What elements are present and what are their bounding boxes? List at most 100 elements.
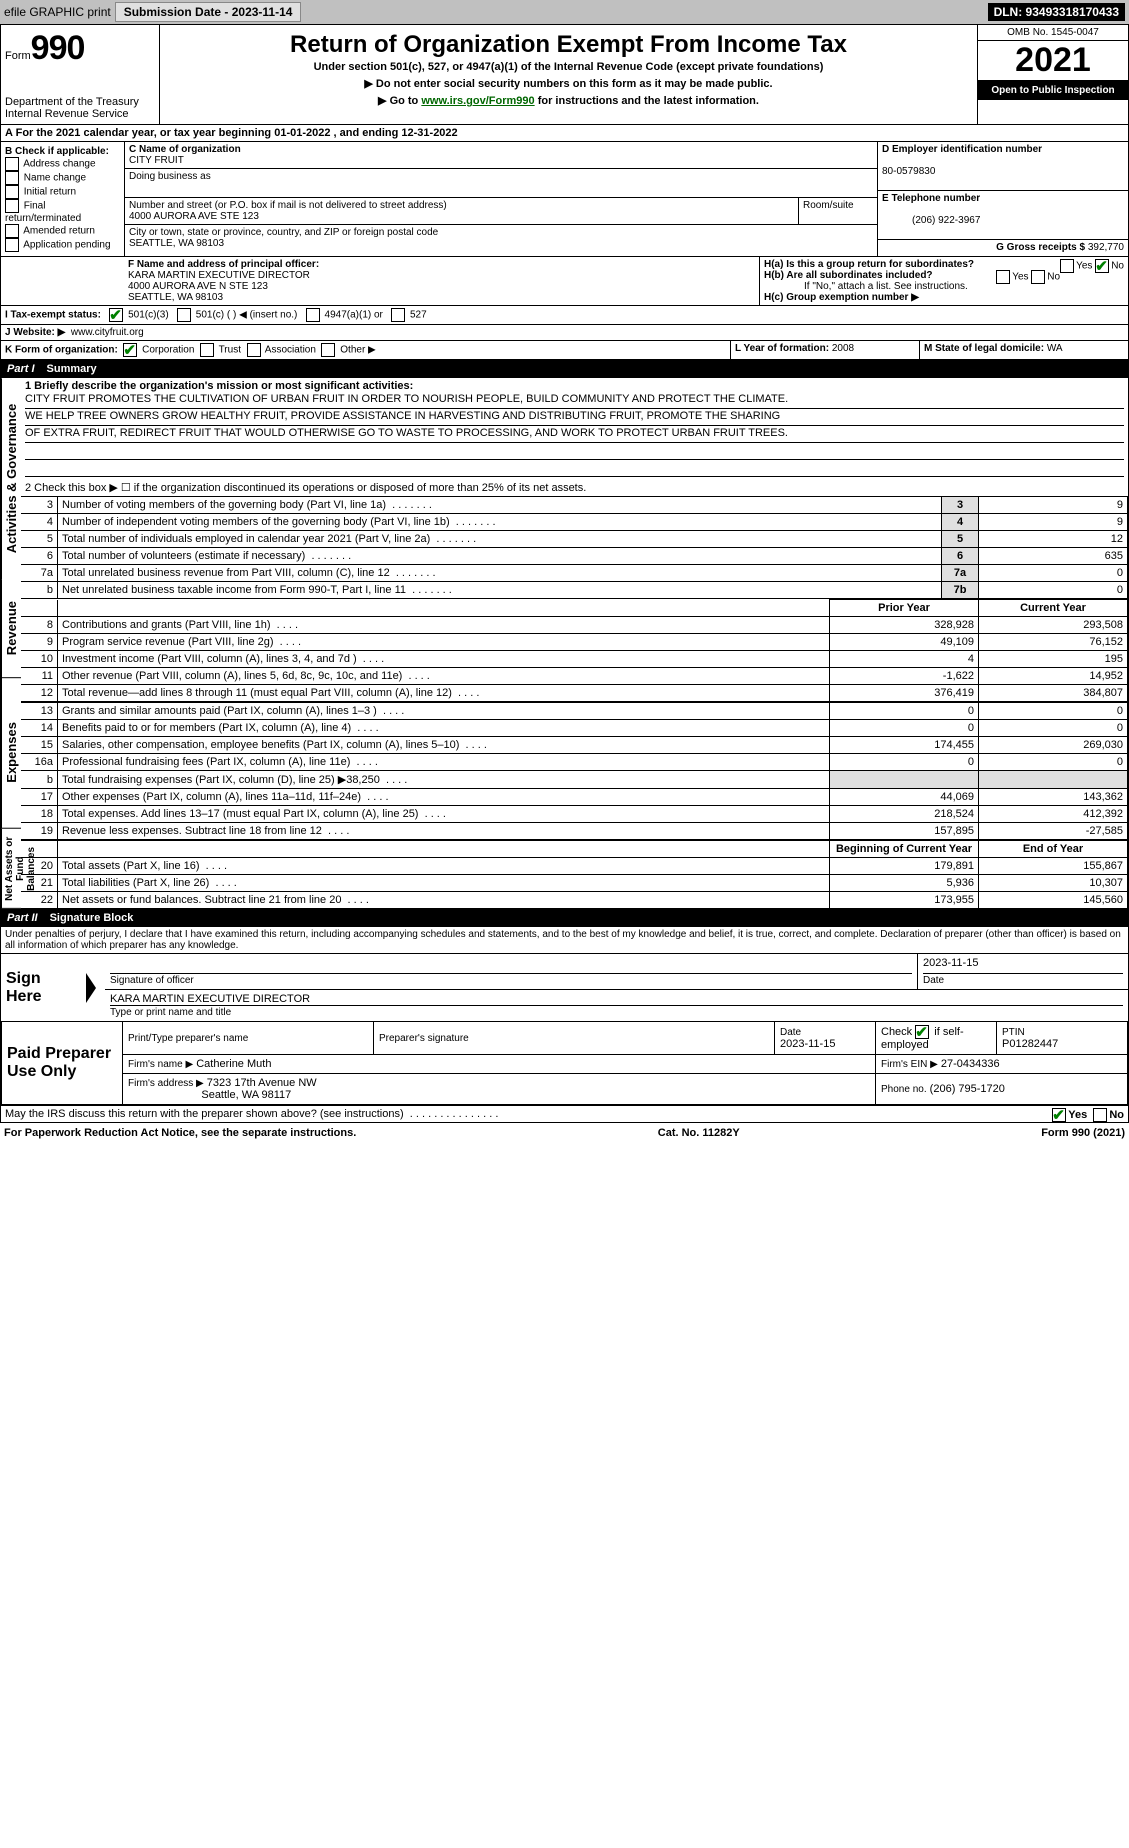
hb-yes[interactable] — [996, 270, 1010, 284]
footer-mid: Cat. No. 11282Y — [658, 1127, 740, 1139]
line-a-mid: , and ending — [334, 127, 402, 139]
m-label: M State of legal domicile: — [924, 343, 1044, 354]
table-row: 7aTotal unrelated business revenue from … — [21, 565, 1128, 582]
table-row: 10Investment income (Part VIII, column (… — [21, 651, 1128, 668]
header-left: Form990 Department of the Treasury Inter… — [1, 25, 160, 124]
chk-address-change[interactable]: Address change — [5, 157, 120, 171]
website-value[interactable]: www.cityfruit.org — [71, 327, 144, 338]
table-row: 19Revenue less expenses. Subtract line 1… — [21, 823, 1128, 840]
firm-phone: (206) 795-1720 — [930, 1083, 1005, 1095]
hc-label: H(c) Group exemption number ▶ — [764, 292, 1124, 303]
ha-yes[interactable] — [1060, 259, 1074, 273]
domicile-state: WA — [1047, 343, 1063, 354]
g-label: G Gross receipts $ — [996, 242, 1085, 253]
tax-year-begin: 01-01-2022 — [274, 127, 330, 139]
chk-amended[interactable]: Amended return — [5, 224, 120, 238]
top-bar: efile GRAPHIC print Submission Date - 20… — [0, 0, 1129, 24]
ha-no[interactable] — [1095, 259, 1109, 273]
table-row: 15Salaries, other compensation, employee… — [21, 737, 1128, 754]
form990-link[interactable]: www.irs.gov/Form990 — [421, 95, 534, 107]
chk-name-change[interactable]: Name change — [5, 171, 120, 185]
prep-print-label: Print/Type preparer's name — [128, 1033, 248, 1044]
e-label: E Telephone number — [882, 193, 980, 204]
sign-here-label: Sign Here — [1, 954, 81, 1021]
firm-addr2: Seattle, WA 98117 — [201, 1089, 291, 1101]
col-prior: Prior Year — [830, 600, 979, 617]
chk-corp[interactable] — [123, 343, 137, 357]
print-name-label: Type or print name and title — [110, 1007, 231, 1018]
table-row: 22Net assets or fund balances. Subtract … — [21, 892, 1128, 909]
irs-label: Internal Revenue Service — [5, 108, 155, 120]
chk-assoc[interactable] — [247, 343, 261, 357]
header-right: OMB No. 1545-0047 2021 Open to Public In… — [977, 25, 1128, 124]
mission-line-3: OF EXTRA FRUIT, REDIRECT FRUIT THAT WOUL… — [25, 426, 1124, 443]
firm-addr-label: Firm's address ▶ — [128, 1078, 204, 1089]
mission-line-1: CITY FRUIT PROMOTES THE CULTIVATION OF U… — [25, 392, 1124, 409]
chk-4947[interactable] — [306, 308, 320, 322]
part-1-label: Part I — [7, 363, 35, 375]
ptin-label: PTIN — [1002, 1027, 1025, 1038]
city-label: City or town, state or province, country… — [129, 227, 438, 238]
firm-phone-label: Phone no. — [881, 1084, 927, 1095]
sign-arrow-icon — [86, 973, 96, 1003]
table-row: 11Other revenue (Part VIII, column (A), … — [21, 668, 1128, 685]
chk-trust[interactable] — [200, 343, 214, 357]
chk-pending[interactable]: Application pending — [5, 238, 120, 252]
col-begin: Beginning of Current Year — [830, 841, 979, 858]
discuss-no[interactable] — [1093, 1108, 1107, 1122]
goto-line: ▶ Go to www.irs.gov/Form990 for instruct… — [164, 94, 973, 107]
sign-here-block: Sign Here Signature of officer 2023-11-1… — [1, 954, 1128, 1021]
prep-date-val: 2023-11-15 — [780, 1038, 835, 1050]
line-2: 2 Check this box ▶ ☐ if the organization… — [21, 479, 1128, 496]
chk-501c[interactable] — [177, 308, 191, 322]
ein-value: 80-0579830 — [882, 166, 935, 177]
goto-prefix: ▶ Go to — [378, 95, 421, 107]
chk-final-return[interactable]: Final return/terminated — [5, 199, 120, 224]
f-h-row: F Name and address of principal officer:… — [1, 257, 1128, 306]
sig-officer-label: Signature of officer — [110, 975, 194, 986]
chk-501c3[interactable] — [109, 308, 123, 322]
k-l-m-row: K Form of organization: Corporation Trus… — [1, 341, 1128, 360]
i-label: I Tax-exempt status: — [5, 310, 101, 321]
table-row: 9Program service revenue (Part VIII, lin… — [21, 634, 1128, 651]
dln-label: DLN: 93493318170433 — [988, 3, 1125, 21]
ptin-val: P01282447 — [1002, 1038, 1058, 1050]
prep-sig-label: Preparer's signature — [379, 1033, 469, 1044]
net-table: Beginning of Current YearEnd of Year 20T… — [21, 840, 1128, 909]
box-c: C Name of organizationCITY FRUIT Doing b… — [125, 142, 877, 256]
f-label: F Name and address of principal officer: — [128, 259, 319, 270]
table-row: 18Total expenses. Add lines 13–17 (must … — [21, 806, 1128, 823]
officer-name: KARA MARTIN EXECUTIVE DIRECTOR — [128, 270, 310, 281]
chk-self-employed[interactable] — [915, 1025, 929, 1039]
table-row: 16aProfessional fundraising fees (Part I… — [21, 754, 1128, 771]
box-f: F Name and address of principal officer:… — [124, 257, 760, 305]
discuss-yes[interactable] — [1052, 1108, 1066, 1122]
firm-name-label: Firm's name ▶ — [128, 1059, 193, 1070]
boxes-d-e-g: D Employer identification number80-05798… — [877, 142, 1128, 256]
part-2-header: Part II Signature Block — [1, 909, 1128, 927]
sign-date: 2023-11-15 — [923, 957, 1123, 974]
header-mid: Return of Organization Exempt From Incom… — [160, 25, 977, 124]
box-b: B Check if applicable: Address change Na… — [1, 142, 125, 256]
submission-date-button[interactable]: Submission Date - 2023-11-14 — [115, 2, 302, 22]
discuss-text: May the IRS discuss this return with the… — [5, 1108, 404, 1120]
table-row: bNet unrelated business taxable income f… — [21, 582, 1128, 599]
col-current: Current Year — [979, 600, 1128, 617]
table-row: 3Number of voting members of the governi… — [21, 497, 1128, 514]
mission-line-2: WE HELP TREE OWNERS GROW HEALTHY FRUIT, … — [25, 409, 1124, 426]
chk-initial-return[interactable]: Initial return — [5, 185, 120, 199]
sidebar-revenue: Revenue — [1, 579, 21, 678]
chk-other[interactable] — [321, 343, 335, 357]
table-row: 8Contributions and grants (Part VIII, li… — [21, 617, 1128, 634]
part-2-title: Signature Block — [50, 912, 134, 924]
firm-addr1: 7323 17th Avenue NW — [207, 1077, 317, 1089]
officer-addr2: SEATTLE, WA 98103 — [128, 292, 223, 303]
tax-year: 2021 — [978, 40, 1128, 81]
hb-no[interactable] — [1031, 270, 1045, 284]
goto-suffix: for instructions and the latest informat… — [535, 95, 759, 107]
table-row: 14Benefits paid to or for members (Part … — [21, 720, 1128, 737]
dept-label: Department of the Treasury — [5, 96, 155, 108]
table-row: 13Grants and similar amounts paid (Part … — [21, 703, 1128, 720]
chk-527[interactable] — [391, 308, 405, 322]
form-prefix: Form — [5, 50, 31, 62]
